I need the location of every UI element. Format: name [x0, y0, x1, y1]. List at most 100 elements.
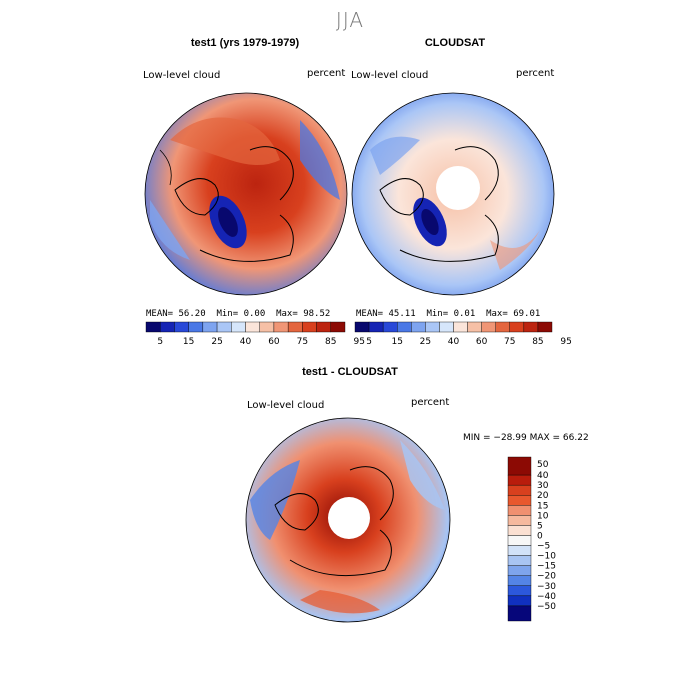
panel2-colorbar-tick-label: 60	[476, 337, 488, 347]
panel1-stats: MEAN= 56.20 Min= 0.00 Max= 98.52	[146, 309, 330, 319]
diff-colorbar-tick-label: 10	[537, 511, 549, 521]
diff-variable-label: Low-level cloud	[247, 400, 325, 411]
panel2-colorbar-swatch	[509, 321, 525, 333]
diff-colorbar-swatch	[507, 535, 532, 546]
diff-colorbar-tick-label: 20	[537, 491, 549, 501]
panel2-colorbar-swatch	[397, 321, 412, 333]
diff-title: test1 - CLOUDSAT	[302, 366, 398, 378]
panel2-mean-value: 45.11	[388, 309, 416, 319]
panel1-colorbar-tick-label: 60	[268, 337, 280, 347]
panel1-colorbar-swatch	[231, 321, 246, 333]
diff-colorbar-tick-label: −30	[537, 582, 556, 592]
diff-colorbar-tick-label: 15	[537, 501, 548, 511]
diff-colorbar-tick-label: 50	[537, 460, 549, 470]
panel2-colorbar-tick-label: 85	[532, 337, 543, 347]
panel2-colorbar-swatch	[537, 321, 553, 333]
panel1-colorbar-swatch	[145, 321, 161, 333]
diff-colorbar-swatch	[507, 456, 532, 476]
diff-colorbar-swatch	[507, 575, 532, 586]
panel1-max-label: Max=	[276, 309, 298, 319]
diff-colorbar-swatch	[507, 555, 532, 566]
panel1-colorbar-swatch	[330, 321, 346, 333]
panel2-min-value: 0.01	[453, 309, 476, 319]
panel2-colorbar-swatch	[439, 321, 454, 333]
diff-colorbar-swatch	[507, 525, 532, 536]
panel1-colorbar-swatch	[188, 321, 204, 333]
panel1-colorbar-tick-label: 5	[157, 337, 163, 347]
diff-colorbar-tick-label: −5	[537, 542, 550, 552]
panel2-stats: MEAN= 45.11 Min= 0.01 Max= 69.01	[356, 309, 540, 319]
panel2-colorbar-tick-label: 5	[366, 337, 372, 347]
panel2-colorbar-swatch	[411, 321, 426, 333]
diff-colorbar-swatch	[507, 515, 532, 526]
panel2-max-label: Max=	[486, 309, 508, 319]
diff-colorbar-swatch	[507, 505, 532, 516]
diff-colorbar-tick-label: 30	[537, 481, 549, 491]
panel1-colorbar-tick-label: 25	[211, 337, 222, 347]
diff-colorbar-tick-label: −40	[537, 592, 556, 602]
panel1-colorbar-swatch	[160, 321, 175, 333]
panel1-polar-map	[144, 92, 348, 296]
panel2-colorbar-swatch	[354, 321, 370, 333]
panel2-title: CLOUDSAT	[424, 37, 486, 49]
panel2-colorbar-tick-label: 95	[560, 337, 571, 347]
panel1-mean-value: 56.20	[178, 309, 206, 319]
panel1-units-label: percent	[307, 68, 346, 79]
panel2-colorbar-tick-label: 15	[391, 337, 402, 347]
panel1-colorbar-swatch	[273, 321, 289, 333]
panel2-polar-map	[351, 92, 555, 296]
diff-colorbar-swatch	[507, 545, 532, 556]
panel1-colorbar-tick-label: 75	[297, 337, 308, 347]
panel2-mean-label: MEAN=	[356, 309, 384, 319]
diff-colorbar-swatch	[507, 565, 532, 576]
panel2-variable-label: Low-level cloud	[351, 70, 429, 81]
diff-colorbar-swatch	[507, 495, 532, 506]
diff-colorbar-swatch	[507, 474, 532, 486]
diff-colorbar-tick-label: −20	[537, 572, 556, 582]
panel2-colorbar-swatch	[523, 321, 539, 333]
panel1-colorbar-tick-label: 95	[353, 337, 364, 347]
panel2-colorbar-tick-label: 40	[448, 337, 460, 347]
panel1-colorbar-tick-label: 85	[325, 337, 336, 347]
diff-colorbar-tick-label: −50	[537, 602, 556, 612]
diff-colorbar-tick-label: 40	[537, 471, 549, 481]
panel1-colorbar-swatch	[287, 321, 303, 333]
diff-colorbar-swatch	[507, 484, 532, 496]
diff-polar-map	[245, 417, 451, 623]
panel1-colorbar-swatch	[245, 321, 260, 333]
panel1-colorbar-swatch	[216, 321, 232, 333]
panel1-colorbar: 5 15 25 40 60 75 85 95	[145, 321, 365, 347]
diff-colorbar-swatch	[507, 585, 532, 597]
diff-minmax: MIN = −28.99 MAX = 66.22	[463, 433, 589, 443]
panel2-colorbar: 5 15 25 40 60 75 85 95	[354, 321, 572, 347]
panel2-max-value: 69.01	[513, 309, 541, 319]
panel2-units-label: percent	[516, 68, 555, 79]
panel1-colorbar-tick-label: 40	[240, 337, 252, 347]
diff-colorbar-swatch	[507, 605, 532, 622]
panel2-colorbar-swatch	[467, 321, 482, 333]
panel1-colorbar-swatch	[259, 321, 275, 333]
panel2-colorbar-swatch	[425, 321, 440, 333]
panel2-colorbar-swatch	[495, 321, 510, 333]
panel1-variable-label: Low-level cloud	[143, 70, 221, 81]
season-title: JJA	[335, 8, 365, 32]
panel1-mean-label: MEAN=	[146, 309, 174, 319]
panel2-colorbar-swatch	[382, 321, 398, 333]
diff-units-label: percent	[411, 397, 450, 408]
diff-colorbar-tick-label: −15	[537, 562, 556, 572]
panel2-colorbar-swatch	[368, 321, 384, 333]
panel2-colorbar-tick-label: 75	[504, 337, 515, 347]
diff-colorbar-tick-label: −10	[537, 552, 556, 562]
panel2-min-label: Min=	[426, 309, 449, 319]
panel2-colorbar-tick-label: 25	[420, 337, 431, 347]
panel1-min-label: Min=	[216, 309, 239, 319]
diff-colorbar-swatch	[507, 595, 532, 607]
panel1-colorbar-swatch	[174, 321, 189, 333]
panel2-colorbar-swatch	[481, 321, 496, 333]
panel1-max-value: 98.52	[303, 309, 331, 319]
panel2-colorbar-swatch	[453, 321, 468, 333]
panel1-colorbar-swatch	[202, 321, 218, 333]
diff-colorbar-tick-label: 0	[537, 531, 543, 541]
